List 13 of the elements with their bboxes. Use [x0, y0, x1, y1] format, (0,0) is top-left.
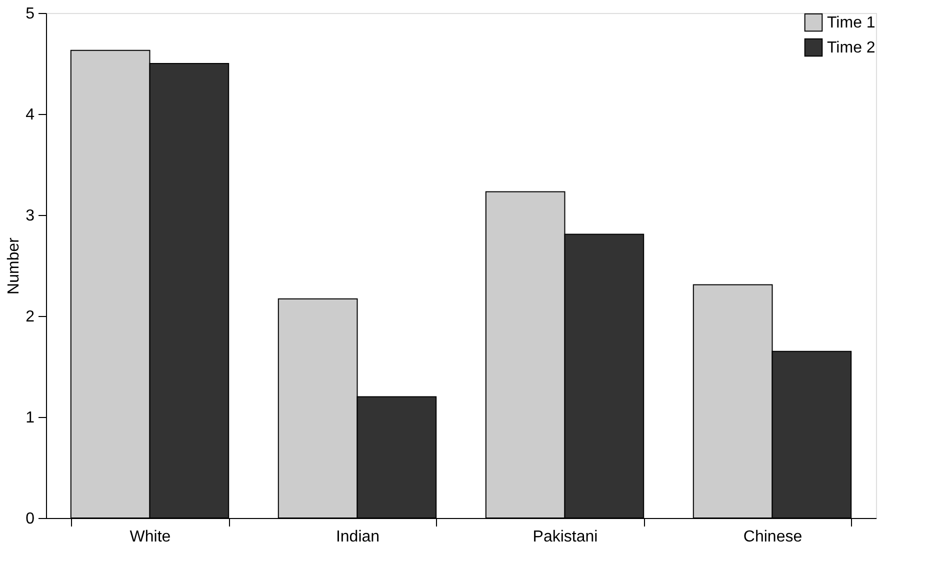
x-tick-label: Pakistani	[532, 528, 598, 546]
y-tick-label: 3	[26, 208, 35, 224]
x-tick-label: Chinese	[743, 528, 802, 546]
x-tick-label: Indian	[336, 528, 380, 546]
legend-label: Time 1	[827, 14, 876, 32]
y-tick-label: 1	[26, 410, 35, 426]
x-tick-label: White	[130, 528, 171, 546]
y-tick-label: 2	[26, 308, 35, 326]
legend-label: Time 2	[827, 40, 876, 56]
y-tick-label: 4	[26, 106, 35, 124]
y-axis-title: Number	[6, 236, 23, 294]
y-tick-label: 5	[26, 6, 35, 22]
y-tick-label: 0	[26, 510, 35, 528]
